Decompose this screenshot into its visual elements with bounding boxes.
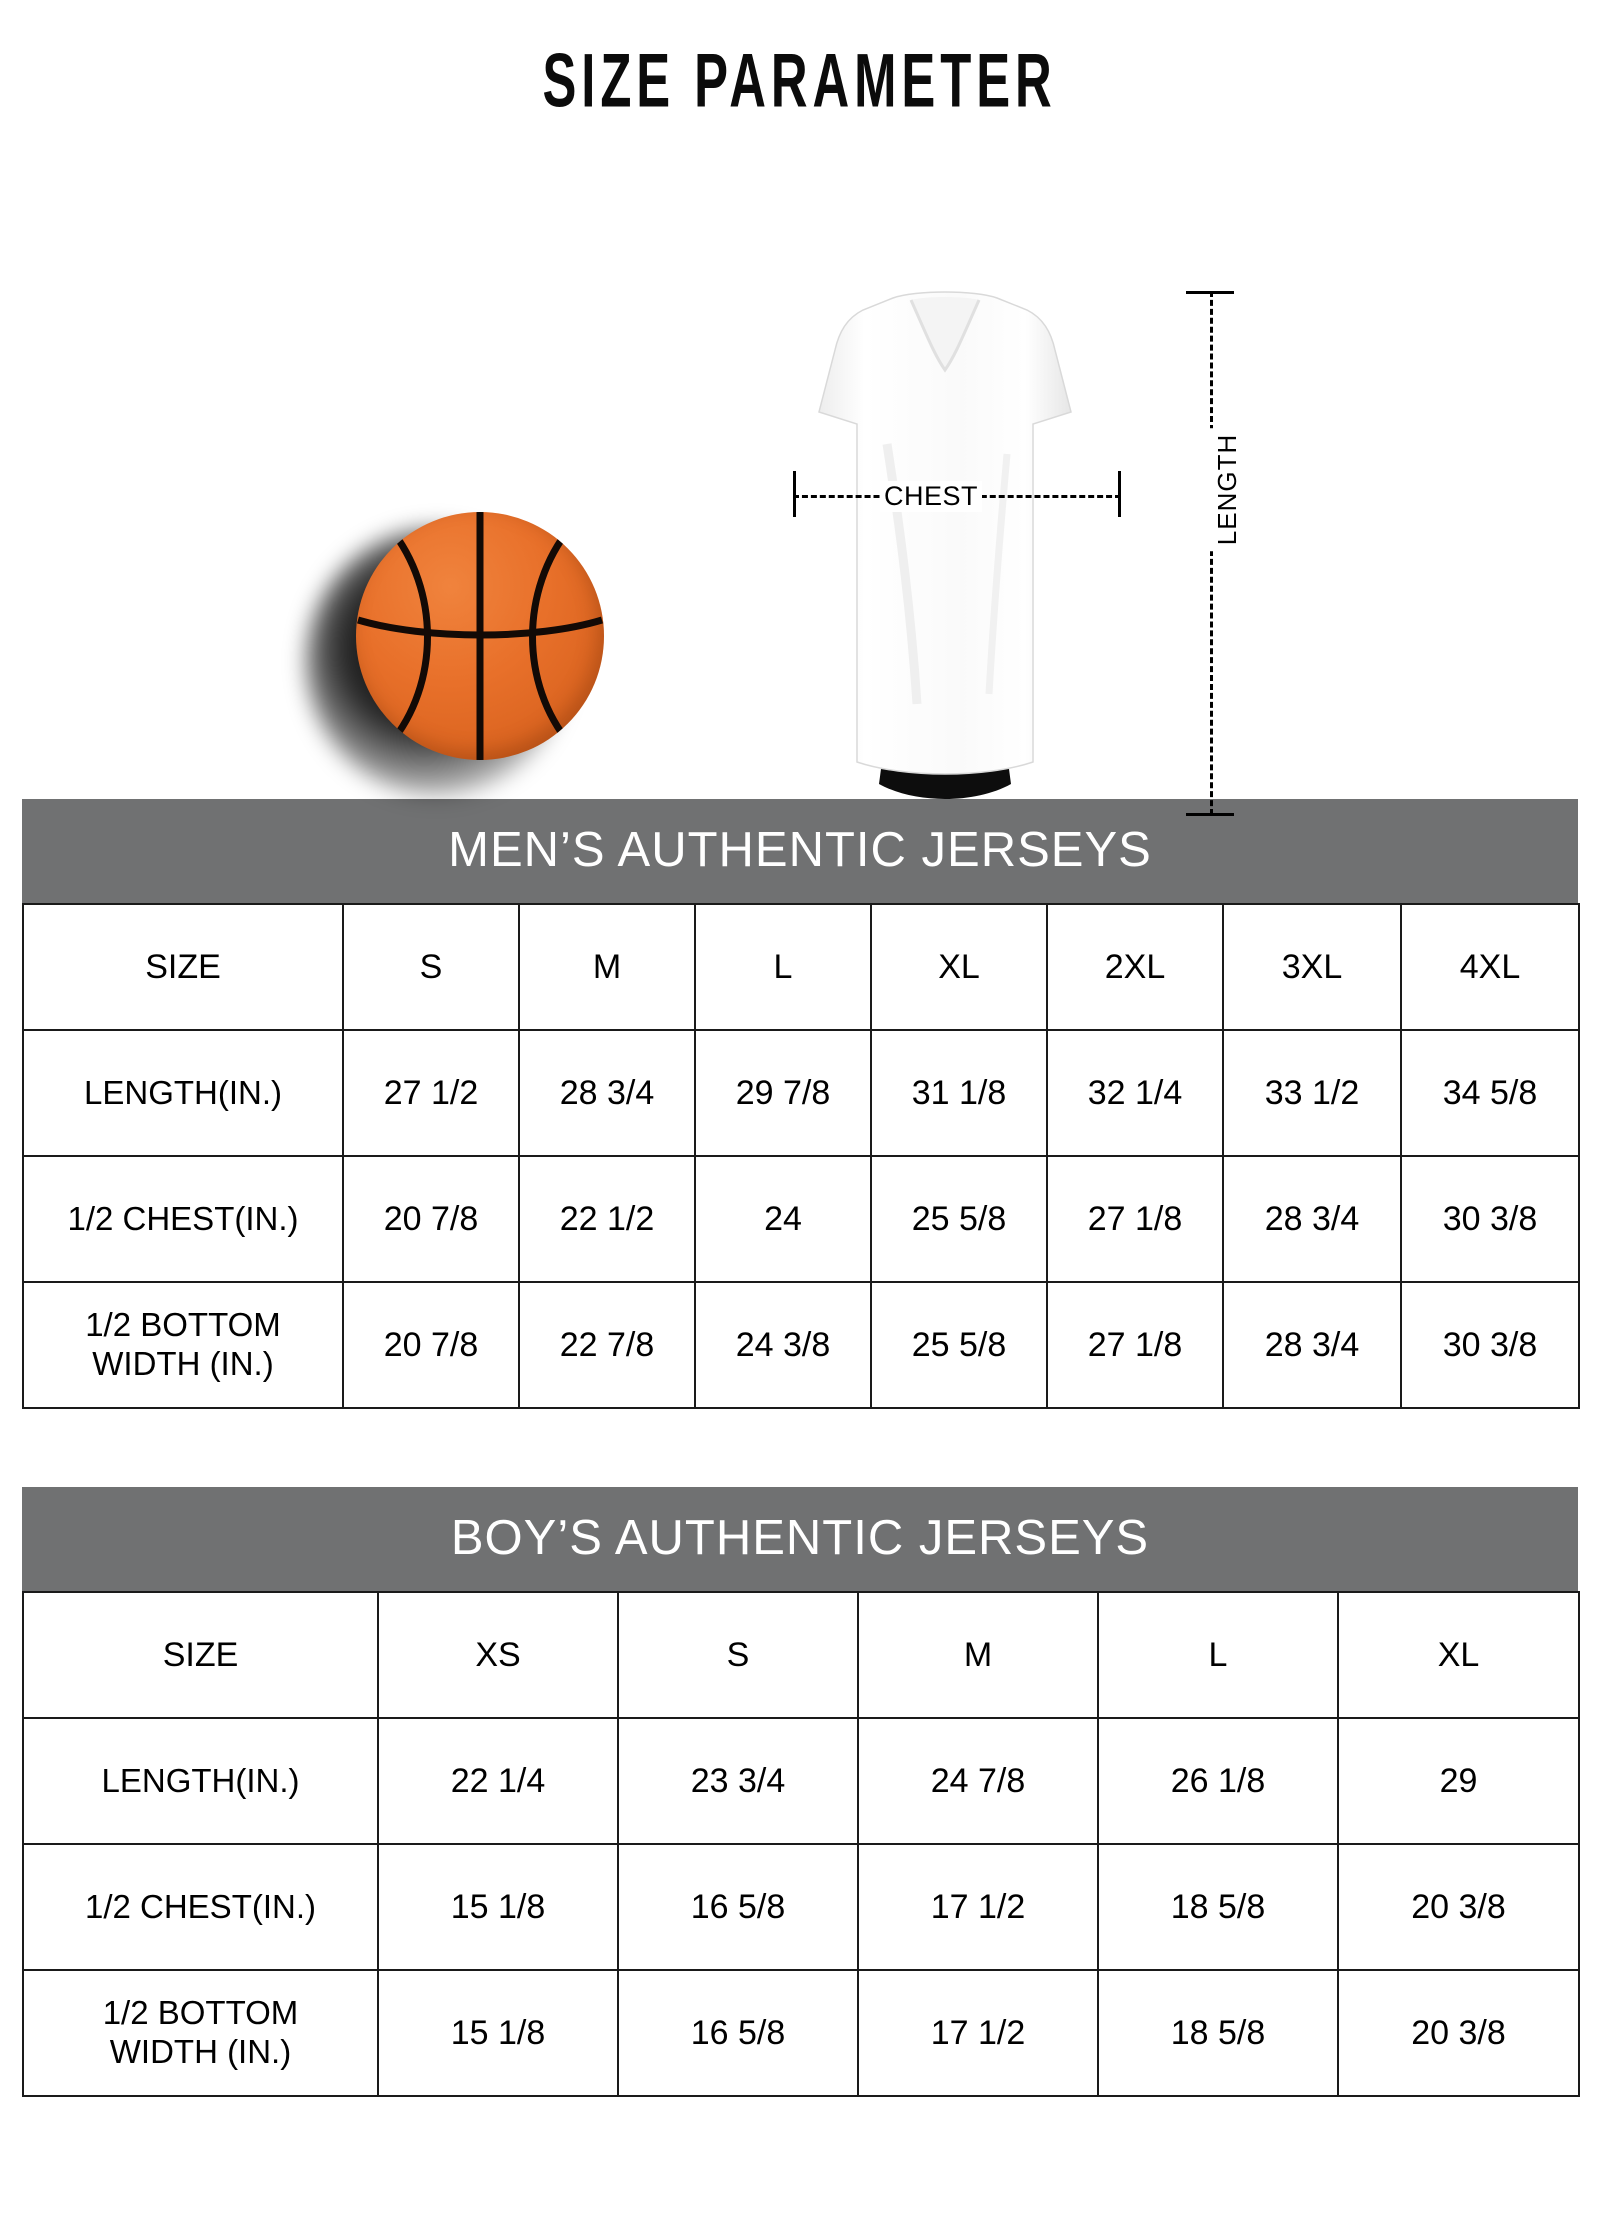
bottom-padding	[0, 2097, 1600, 2187]
boys-data-cell: 24 7/8	[857, 1717, 1099, 1845]
mens-header-cell: SIZE	[22, 903, 344, 1031]
mens-data-cell: 34 5/8	[1400, 1029, 1580, 1157]
boys-data-cell: 16 5/8	[617, 1843, 859, 1971]
boys-data-cell: 26 1/8	[1097, 1717, 1339, 1845]
mens-size-table-block: MEN’S AUTHENTIC JERSEYS SIZE S M L XL 2XL 3XL 4…	[22, 799, 1580, 1409]
mens-header-cell: XL	[870, 903, 1048, 1031]
mens-data-cell: 20 7/8	[342, 1281, 520, 1409]
boys-data-cell: 29	[1337, 1717, 1580, 1845]
boys-data-cell: 20 3/8	[1337, 1843, 1580, 1971]
mens-header-cell: M	[518, 903, 696, 1031]
mens-header-cell: L	[694, 903, 872, 1031]
mens-header-row: SIZE S M L XL 2XL 3XL 4XL	[22, 903, 1580, 1031]
length-measure-label: LENGTH	[1207, 427, 1249, 552]
mens-data-cell: 22 7/8	[518, 1281, 696, 1409]
boys-row-label: 1/2 CHEST(IN.)	[22, 1843, 379, 1971]
boys-header-cell: SIZE	[22, 1591, 379, 1719]
mens-table-banner: MEN’S AUTHENTIC JERSEYS	[22, 799, 1578, 903]
table-spacer	[0, 1409, 1600, 1487]
mens-data-cell: 24	[694, 1155, 872, 1283]
boys-header-cell: XL	[1337, 1591, 1580, 1719]
table-row: 1/2 CHEST(IN.) 15 1/8 16 5/8 17 1/2 18 5/8 20…	[22, 1843, 1580, 1971]
table-row: 1/2 BOTTOM WIDTH (IN.) 15 1/8 16 5/8 17 1/2…	[22, 1969, 1580, 2097]
mens-row-label: 1/2 CHEST(IN.)	[22, 1155, 344, 1283]
boys-header-row: SIZE XS S M L XL	[22, 1591, 1580, 1719]
mens-row-label: 1/2 BOTTOM WIDTH (IN.)	[22, 1281, 344, 1409]
mens-data-cell: 20 7/8	[342, 1155, 520, 1283]
boys-row-label: LENGTH(IN.)	[22, 1717, 379, 1845]
mens-data-cell: 31 1/8	[870, 1029, 1048, 1157]
boys-data-cell: 15 1/8	[377, 1843, 619, 1971]
mens-data-cell: 27 1/2	[342, 1029, 520, 1157]
boys-data-cell: 15 1/8	[377, 1969, 619, 2097]
mens-data-cell: 32 1/4	[1046, 1029, 1224, 1157]
table-row: LENGTH(IN.) 22 1/4 23 3/4 24 7/8 26 1/8 29	[22, 1717, 1580, 1845]
chest-tick-right	[1118, 471, 1121, 517]
mens-data-cell: 28 3/4	[1222, 1281, 1402, 1409]
chest-tick-left	[793, 471, 796, 517]
mens-size-table: SIZE S M L XL 2XL 3XL 4XL LENGTH(IN.) 27 1/2 28 3/…	[22, 903, 1580, 1409]
page-header: SIZE PARAMETER	[0, 0, 1600, 123]
table-row: 1/2 BOTTOM WIDTH (IN.) 20 7/8 22 7/8 24 3/8…	[22, 1281, 1580, 1409]
boys-data-cell: 23 3/4	[617, 1717, 859, 1845]
mens-row-label: LENGTH(IN.)	[22, 1029, 344, 1157]
mens-header-cell: 4XL	[1400, 903, 1580, 1031]
boys-size-table-block: BOY’S AUTHENTIC JERSEYS SIZE XS S M L XL LENGT…	[22, 1487, 1580, 2097]
boys-header-cell: S	[617, 1591, 859, 1719]
boys-table-body: SIZE XS S M L XL LENGTH(IN.) 22 1/4 23 3/4 24 7/8…	[22, 1591, 1580, 2097]
mens-data-cell: 33 1/2	[1222, 1029, 1402, 1157]
mens-header-cell: 3XL	[1222, 903, 1402, 1031]
boys-data-cell: 17 1/2	[857, 1843, 1099, 1971]
illustration-area: CHEST LENGTH	[0, 109, 1600, 816]
basketball-icon	[300, 494, 650, 844]
boys-data-cell: 17 1/2	[857, 1969, 1099, 2097]
basketball-sphere	[356, 512, 604, 760]
mens-data-cell: 25 5/8	[870, 1155, 1048, 1283]
mens-data-cell: 28 3/4	[518, 1029, 696, 1157]
boys-header-cell: XS	[377, 1591, 619, 1719]
boys-table-banner: BOY’S AUTHENTIC JERSEYS	[22, 1487, 1578, 1591]
jersey-icon	[775, 284, 1115, 824]
boys-data-cell: 18 5/8	[1097, 1843, 1339, 1971]
boys-data-cell: 20 3/8	[1337, 1969, 1580, 2097]
boys-data-cell: 22 1/4	[377, 1717, 619, 1845]
length-tick-bottom	[1186, 813, 1234, 816]
page-title: SIZE PARAMETER	[542, 39, 1058, 124]
mens-data-cell: 27 1/8	[1046, 1281, 1224, 1409]
boys-size-table: SIZE XS S M L XL LENGTH(IN.) 22 1/4 23 3/4 24 7/8…	[22, 1591, 1580, 2097]
mens-data-cell: 22 1/2	[518, 1155, 696, 1283]
mens-table-body: SIZE S M L XL 2XL 3XL 4XL LENGTH(IN.) 27 1/2 28 3/…	[22, 903, 1580, 1409]
mens-data-cell: 24 3/8	[694, 1281, 872, 1409]
table-row: LENGTH(IN.) 27 1/2 28 3/4 29 7/8 31 1/8 32 1/…	[22, 1029, 1580, 1157]
mens-data-cell: 28 3/4	[1222, 1155, 1402, 1283]
mens-data-cell: 30 3/8	[1400, 1155, 1580, 1283]
mens-data-cell: 25 5/8	[870, 1281, 1048, 1409]
boys-header-cell: M	[857, 1591, 1099, 1719]
table-row: 1/2 CHEST(IN.) 20 7/8 22 1/2 24 25 5/8 27 1/8…	[22, 1155, 1580, 1283]
boys-data-cell: 16 5/8	[617, 1969, 859, 2097]
mens-data-cell: 29 7/8	[694, 1029, 872, 1157]
mens-header-cell: 2XL	[1046, 903, 1224, 1031]
mens-header-cell: S	[342, 903, 520, 1031]
chest-measure-label: CHEST	[880, 481, 983, 512]
length-measure-line	[1210, 291, 1213, 815]
boys-header-cell: L	[1097, 1591, 1339, 1719]
boys-row-label: 1/2 BOTTOM WIDTH (IN.)	[22, 1969, 379, 2097]
boys-data-cell: 18 5/8	[1097, 1969, 1339, 2097]
mens-data-cell: 30 3/8	[1400, 1281, 1580, 1409]
mens-data-cell: 27 1/8	[1046, 1155, 1224, 1283]
